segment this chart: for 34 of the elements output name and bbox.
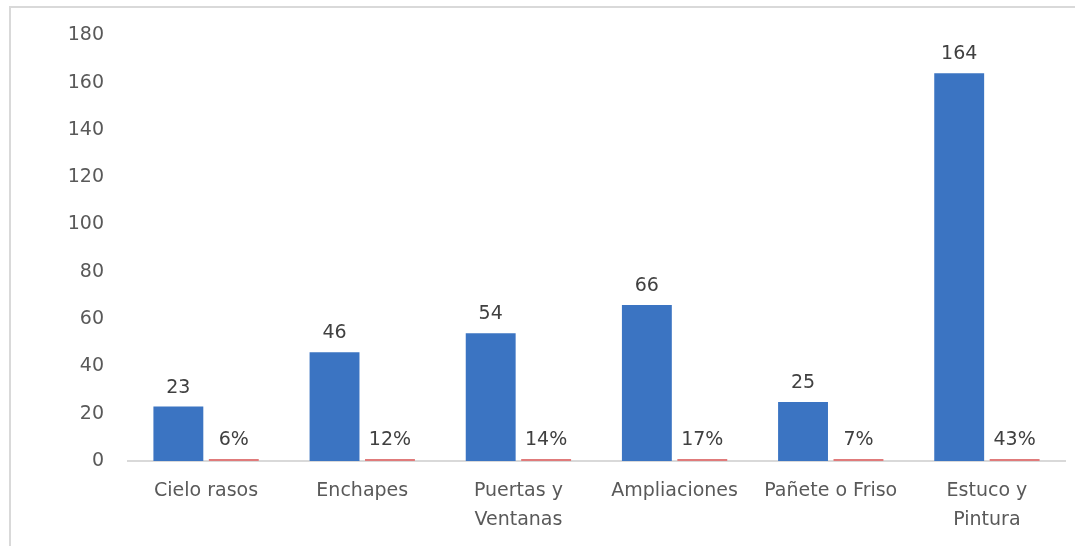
- y-tick-label: 140: [67, 116, 104, 139]
- bar: [309, 352, 360, 461]
- x-tick-label: Pañete o Friso: [764, 478, 898, 501]
- y-tick-label: 80: [79, 258, 104, 281]
- data-label: 14%: [525, 427, 568, 449]
- data-label: 43%: [993, 427, 1036, 449]
- x-tick-label: Estuco y Pintura: [946, 478, 1028, 529]
- data-label: 17%: [681, 427, 724, 449]
- bar: [621, 304, 672, 461]
- data-label: 6%: [218, 427, 249, 449]
- x-tick-label: Enchapes: [316, 478, 409, 501]
- y-tick-label: 160: [67, 69, 104, 92]
- y-tick-label: 100: [67, 211, 104, 234]
- data-label: 23: [166, 374, 191, 397]
- x-tick-label: Ampliaciones: [611, 478, 738, 501]
- data-label: 7%: [843, 427, 874, 449]
- y-tick-label: 0: [91, 447, 104, 470]
- data-label: 12%: [368, 427, 412, 449]
- y-tick-label: 120: [67, 164, 104, 187]
- y-tick-label: 60: [79, 306, 104, 329]
- data-label: 66: [634, 272, 659, 295]
- bar: [778, 401, 828, 461]
- data-label: 164: [941, 41, 978, 64]
- data-label: 54: [478, 301, 503, 324]
- x-tick-label: Cielo rasos: [154, 478, 259, 501]
- bar: [153, 406, 204, 461]
- bar: [465, 333, 516, 461]
- y-tick-label: 180: [67, 22, 104, 45]
- x-tick-label: Puertas y Ventanas: [473, 478, 563, 529]
- data-label: 46: [322, 320, 347, 343]
- bar: [934, 73, 985, 461]
- y-tick-label: 20: [79, 400, 104, 423]
- y-tick-label: 40: [79, 353, 104, 376]
- data-label: 25: [790, 369, 816, 392]
